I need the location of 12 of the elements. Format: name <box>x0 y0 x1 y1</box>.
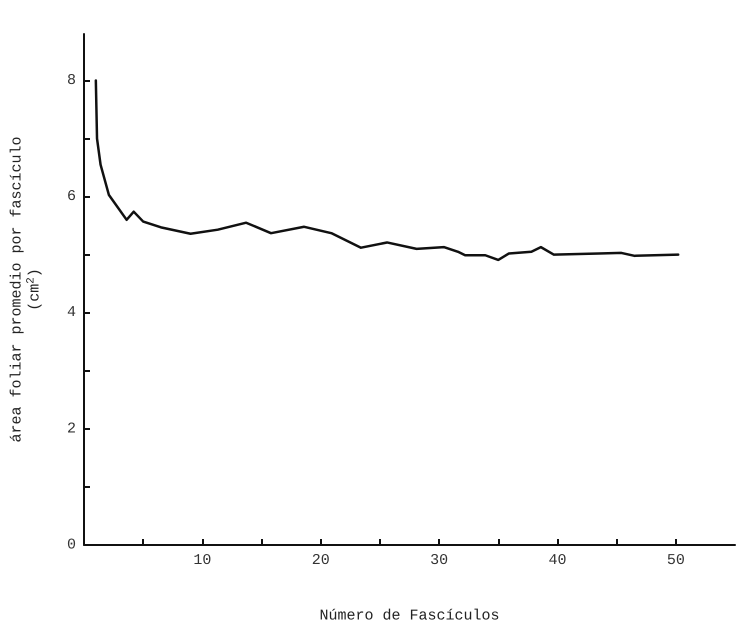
x-tick-label: 30 <box>430 552 448 569</box>
y-tick-label: 6 <box>66 188 76 206</box>
y-tick-label: 2 <box>66 420 76 438</box>
y-tick-label: 0 <box>66 536 76 554</box>
x-tick-label: 10 <box>193 552 212 569</box>
y-tick-label: 8 <box>66 72 76 89</box>
x-tick-label: 40 <box>548 552 566 569</box>
line-series <box>94 79 680 262</box>
x-axis-title: Número de Fascículos <box>319 608 500 624</box>
x-tick-label: 50 <box>666 552 685 569</box>
x-tick-label: 20 <box>312 552 330 569</box>
y-tick-label: 4 <box>66 304 76 322</box>
